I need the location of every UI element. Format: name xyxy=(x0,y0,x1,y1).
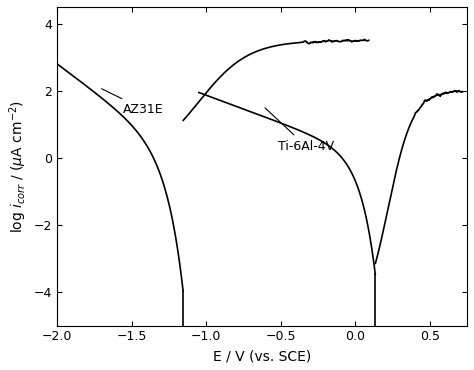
Y-axis label: log $i_{corr}$ / ($\mu$A cm$^{-2}$): log $i_{corr}$ / ($\mu$A cm$^{-2}$) xyxy=(7,100,28,233)
Text: AZ31E: AZ31E xyxy=(101,89,164,115)
Text: Ti-6Al-4V: Ti-6Al-4V xyxy=(265,108,334,152)
X-axis label: E / V (vs. SCE): E / V (vs. SCE) xyxy=(213,349,311,363)
